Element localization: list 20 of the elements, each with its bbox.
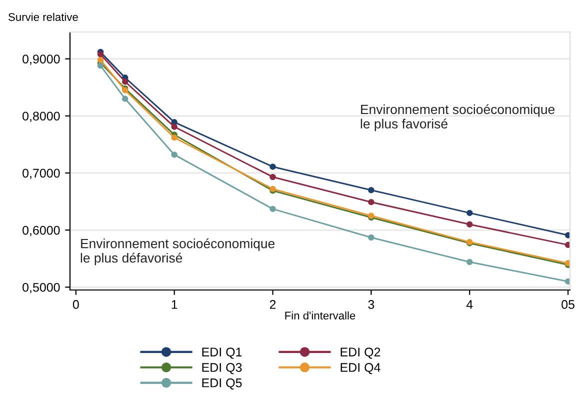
legend-label: EDI Q1 <box>202 348 242 359</box>
x-tick-label: 2 <box>270 300 276 309</box>
x-tick-label: 4 <box>466 300 473 309</box>
legend-label: EDI Q4 <box>340 363 380 374</box>
x-tick-label: 3 <box>368 300 374 309</box>
y-tick-label: 0,5000 <box>22 282 60 294</box>
y-tick-label: 0,7000 <box>22 168 60 180</box>
y-axis-title: Survie relative <box>8 12 78 21</box>
x-tick-label: 1 <box>172 300 178 309</box>
legend-label: EDI Q3 <box>202 363 242 374</box>
x-tick-label: 05 <box>562 300 574 309</box>
y-tick-label: 0,9000 <box>22 54 60 65</box>
legend-label: EDI Q2 <box>340 348 380 359</box>
x-axis-title: Fin d'intervalle <box>285 311 356 320</box>
annotation: Environnement socioéconomique le plus favorisé <box>360 104 555 132</box>
annotation: Environnement socioéconomique le plus défavorisé <box>80 238 275 266</box>
legend-label: EDI Q5 <box>202 378 242 390</box>
y-tick-label: 0,6000 <box>22 226 60 236</box>
x-tick-label: 0 <box>72 300 79 309</box>
y-tick-label: 0,8000 <box>22 112 60 122</box>
